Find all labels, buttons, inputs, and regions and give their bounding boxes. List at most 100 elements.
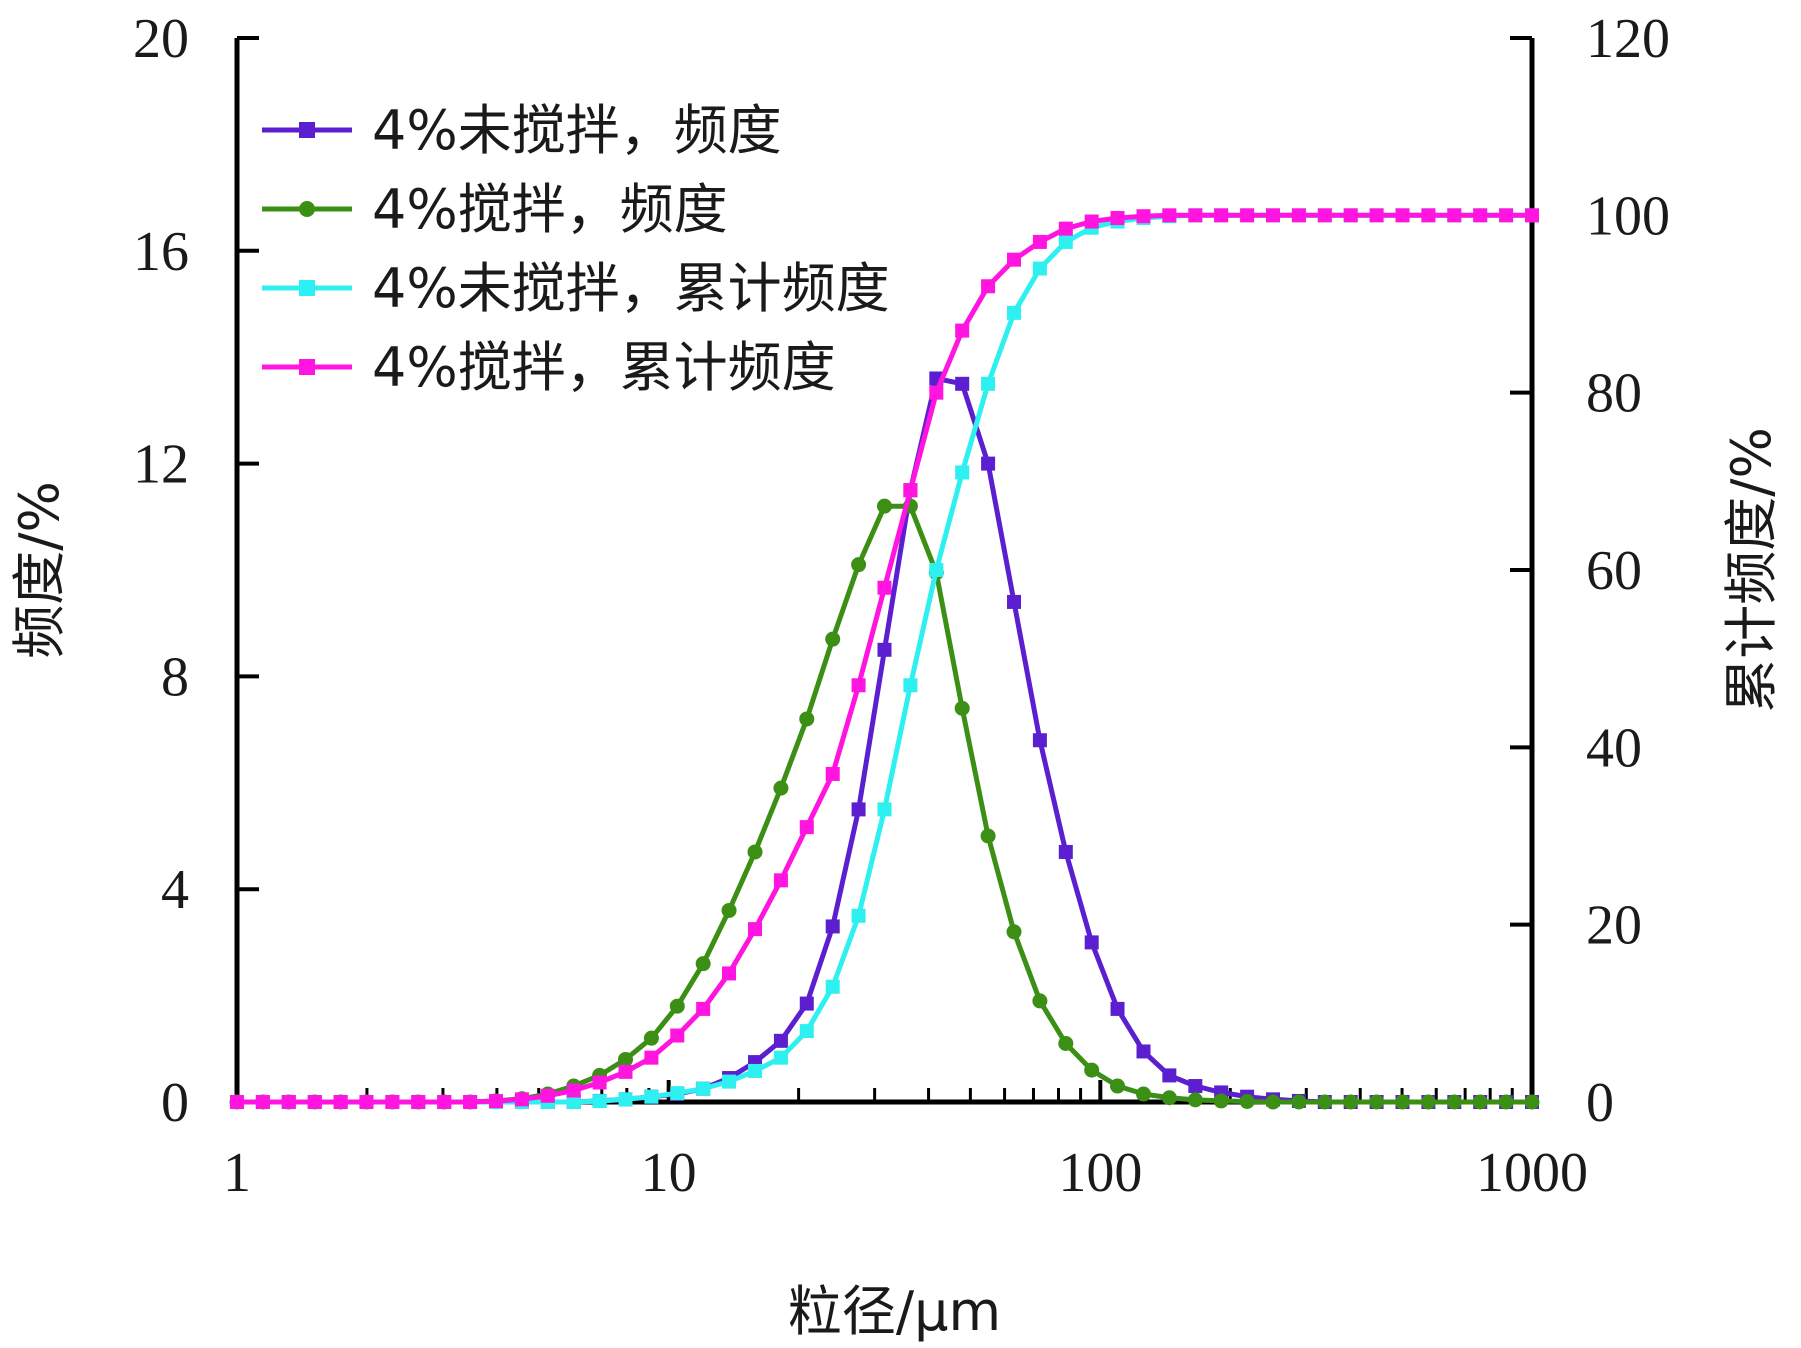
data-point <box>1032 261 1047 276</box>
data-point <box>1213 1093 1229 1109</box>
left-y-tick-label: 12 <box>133 434 189 496</box>
data-point <box>1162 1068 1177 1083</box>
data-point <box>1343 208 1358 223</box>
legend-item: 4%未搅拌，频度 <box>262 99 782 162</box>
data-point <box>773 1050 788 1065</box>
legend-label: 4%搅拌，频度 <box>372 178 728 241</box>
right-y-tick-label: 100 <box>1586 185 1670 247</box>
data-point <box>825 979 840 994</box>
data-point <box>643 1030 659 1046</box>
data-point <box>1188 208 1203 223</box>
data-point <box>1369 1094 1385 1110</box>
data-point <box>903 678 918 693</box>
data-point <box>851 802 866 817</box>
data-point <box>1058 1035 1074 1051</box>
right-y-tick-label: 0 <box>1586 1072 1614 1134</box>
data-point <box>281 1095 296 1109</box>
data-point <box>566 1095 581 1109</box>
legend-item: 4%搅拌，累计频度 <box>262 336 836 399</box>
data-point <box>747 844 763 860</box>
data-point <box>1187 1092 1203 1108</box>
data-point <box>722 966 737 981</box>
data-point <box>411 1095 426 1109</box>
data-point <box>696 1001 711 1016</box>
data-point <box>773 780 789 796</box>
data-point <box>773 1033 788 1048</box>
legend-swatch-marker <box>299 201 315 217</box>
data-point <box>1291 1094 1307 1110</box>
data-point <box>1524 1094 1540 1110</box>
data-point <box>1369 208 1384 223</box>
data-point <box>876 498 892 514</box>
legend-label: 4%未搅拌，累计频度 <box>372 257 890 320</box>
data-point <box>1239 1093 1255 1109</box>
data-point <box>773 873 788 888</box>
legend-swatch-marker <box>299 359 315 375</box>
data-point <box>877 580 892 595</box>
data-point <box>799 996 814 1011</box>
data-point <box>1006 924 1022 940</box>
series-line <box>237 376 1532 1105</box>
data-point <box>592 1075 607 1090</box>
data-point <box>1110 1001 1125 1016</box>
right-y-tick-label: 20 <box>1586 895 1642 957</box>
data-point <box>1473 208 1488 223</box>
data-point <box>955 323 970 338</box>
right-y-tick-label: 60 <box>1586 540 1642 602</box>
data-point <box>1110 1078 1126 1094</box>
data-point <box>307 1095 322 1109</box>
data-point <box>1058 234 1073 249</box>
data-point <box>877 802 892 817</box>
data-point <box>1084 935 1099 950</box>
left-y-tick-label: 20 <box>133 8 189 70</box>
data-point <box>1472 1094 1488 1110</box>
data-point <box>981 456 996 471</box>
left-y-axis-title: 频度/% <box>8 481 71 659</box>
data-point <box>1058 844 1073 859</box>
data-point <box>1084 1062 1100 1078</box>
data-point <box>980 828 996 844</box>
data-point <box>696 1081 711 1096</box>
data-point <box>1136 1044 1151 1059</box>
data-point <box>903 483 918 498</box>
data-point <box>1395 1094 1411 1110</box>
data-point <box>463 1095 478 1109</box>
data-point <box>1032 234 1047 249</box>
data-point <box>1240 208 1255 223</box>
data-point <box>644 1089 659 1104</box>
right-y-tick-label: 80 <box>1586 363 1642 425</box>
data-point <box>877 642 892 657</box>
left-y-tick-label: 16 <box>133 221 189 283</box>
x-axis-title: 粒径/μm <box>788 1280 1001 1343</box>
data-point <box>1007 594 1022 609</box>
data-point <box>851 908 866 923</box>
data-point <box>1317 208 1332 223</box>
data-point <box>981 279 996 294</box>
data-point <box>1032 733 1047 748</box>
data-point <box>748 1063 763 1078</box>
data-point <box>669 998 685 1014</box>
data-point <box>359 1095 374 1109</box>
data-point <box>1162 208 1177 223</box>
legend-item: 4%未搅拌，累计频度 <box>262 257 890 320</box>
data-point <box>670 1028 685 1043</box>
data-point <box>722 1074 737 1089</box>
data-point <box>644 1050 659 1065</box>
data-point <box>1136 209 1151 224</box>
data-point <box>230 1095 244 1109</box>
left-y-tick-label: 0 <box>161 1072 189 1134</box>
data-point <box>255 1095 270 1109</box>
series-4 <box>230 208 1539 1109</box>
data-point <box>1317 1094 1333 1110</box>
data-point <box>592 1094 607 1109</box>
data-point <box>1291 208 1306 223</box>
data-point <box>799 1024 814 1039</box>
legend: 4%未搅拌，频度 4%搅拌，频度 4%未搅拌，累计频度 4%搅拌，累计频度 <box>262 99 890 399</box>
data-point <box>1161 1090 1177 1106</box>
data-point <box>1214 208 1229 223</box>
data-point <box>488 1094 503 1109</box>
data-point <box>1421 208 1436 223</box>
data-point <box>695 956 711 972</box>
x-tick-label: 10 <box>641 1142 697 1204</box>
